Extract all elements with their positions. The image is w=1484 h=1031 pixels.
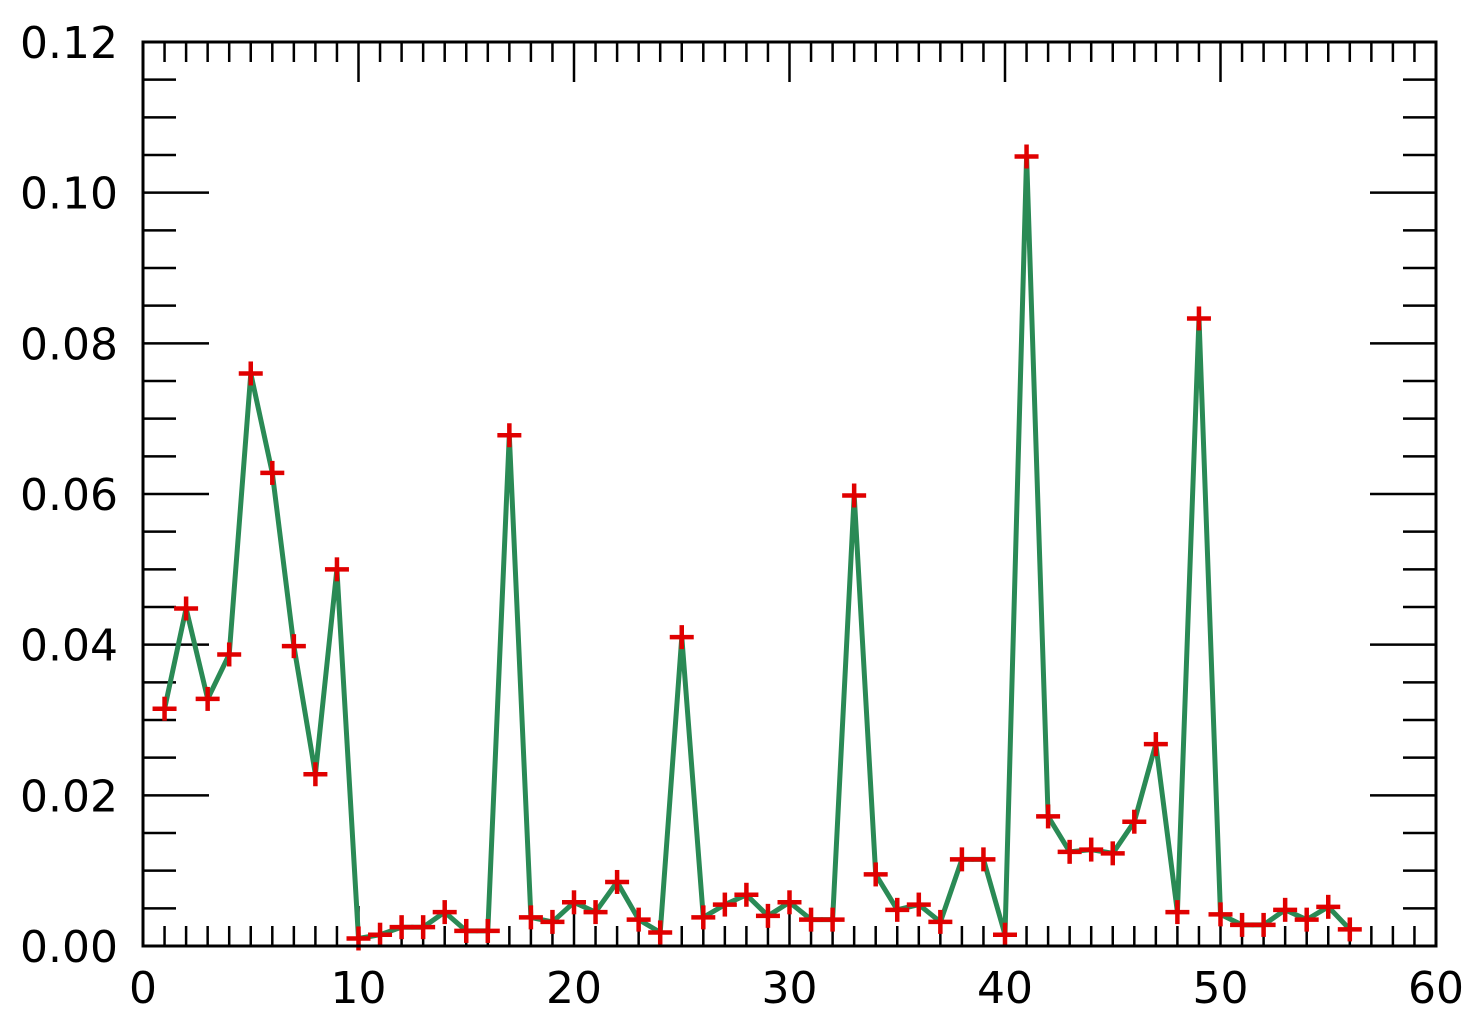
data-point <box>691 905 716 930</box>
data-point <box>1165 900 1190 925</box>
y-tick-label: 0.10 <box>20 169 118 220</box>
data-point <box>648 920 673 945</box>
x-tick-label: 60 <box>1408 963 1464 1014</box>
data-point <box>863 862 888 887</box>
x-tick-label: 10 <box>331 963 387 1014</box>
data-point <box>1273 897 1298 922</box>
data-point <box>1208 902 1233 927</box>
x-tick-label: 30 <box>762 963 818 1014</box>
data-point <box>260 460 285 485</box>
data-point <box>993 922 1017 947</box>
y-tick-label: 0.00 <box>20 922 118 973</box>
data-point <box>518 905 543 930</box>
data-point <box>712 892 737 917</box>
data-point <box>755 903 780 928</box>
data-point <box>1014 144 1039 169</box>
data-point <box>281 634 306 659</box>
data-markers <box>152 144 1362 951</box>
y-tick-label: 0.04 <box>20 621 118 672</box>
data-point <box>1230 912 1255 937</box>
data-point <box>324 557 349 582</box>
data-point <box>777 890 802 915</box>
data-point <box>669 625 694 650</box>
data-point <box>497 423 522 448</box>
y-tick-label: 0.02 <box>20 771 118 822</box>
x-tick-label: 50 <box>1193 963 1249 1014</box>
data-point <box>799 907 824 932</box>
data-point <box>1079 837 1104 862</box>
data-point <box>906 892 931 917</box>
series-line <box>162 154 1352 941</box>
plot-frame <box>141 40 1438 948</box>
data-point <box>583 900 608 925</box>
data-point <box>411 915 436 940</box>
data-point <box>626 907 651 932</box>
data-point <box>475 918 500 943</box>
data-point <box>368 922 393 947</box>
data-point <box>734 882 759 907</box>
x-tick-label: 20 <box>546 963 602 1014</box>
data-point <box>152 696 177 721</box>
data-point <box>389 915 414 940</box>
y-tick-label: 0.06 <box>20 470 118 521</box>
data-point <box>928 909 953 934</box>
data-point <box>217 642 242 667</box>
data-point <box>1186 306 1211 331</box>
y-tick-label: 0.08 <box>20 319 118 370</box>
data-point <box>1337 917 1362 942</box>
data-point <box>1057 839 1082 864</box>
data-point <box>820 907 845 932</box>
data-point <box>303 762 328 787</box>
data-point <box>842 483 867 508</box>
data-point <box>1316 894 1341 919</box>
data-point <box>195 686 220 711</box>
data-point <box>971 847 996 872</box>
data-point <box>1294 907 1319 932</box>
data-point <box>1251 912 1276 937</box>
data-point <box>1036 804 1061 829</box>
data-point <box>432 900 457 925</box>
data-point <box>562 890 586 915</box>
y-tick-labels: 0.00 0.02 0.04 0.06 0.08 0.10 0.12 <box>20 18 118 973</box>
data-point <box>605 869 630 894</box>
data-point <box>885 897 910 922</box>
data-point <box>949 847 974 872</box>
tick-marks <box>141 40 1438 948</box>
data-point <box>540 909 565 934</box>
data-point <box>238 361 263 386</box>
x-tick-labels: 0 10 20 30 40 50 60 <box>129 963 1464 1014</box>
data-point <box>1122 809 1147 834</box>
data-point <box>1143 732 1168 757</box>
data-point <box>1100 841 1125 866</box>
y-tick-label: 0.12 <box>20 18 118 69</box>
data-point <box>454 918 479 943</box>
x-tick-label: 0 <box>129 963 157 1014</box>
x-tick-label: 40 <box>977 963 1033 1014</box>
data-point <box>174 596 199 621</box>
